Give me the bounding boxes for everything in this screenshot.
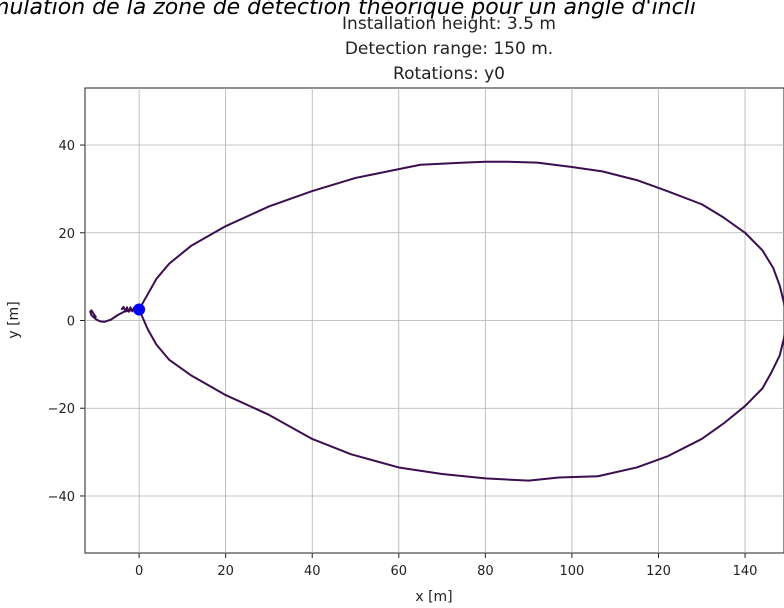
chart-title-line-1: Installation height: 3.5 m bbox=[342, 14, 556, 34]
tick-labels: 0 20 40 60 80 100 120 140 −40 −20 0 20 40 bbox=[48, 139, 758, 579]
y-tick-label: −40 bbox=[48, 490, 75, 505]
document-caption: s simulation de la zone de détection thé… bbox=[0, 0, 696, 20]
detection-zone-contour bbox=[138, 160, 784, 482]
x-tick-label: 20 bbox=[217, 564, 234, 579]
x-axis-label: x [m] bbox=[415, 589, 452, 605]
x-tick-label: 60 bbox=[391, 564, 408, 579]
x-tick-label: 80 bbox=[477, 564, 494, 579]
x-tick-label: 100 bbox=[560, 564, 585, 579]
x-tick-label: 40 bbox=[304, 564, 321, 579]
origin-marker-layer bbox=[133, 303, 146, 316]
series-lines bbox=[89, 160, 784, 482]
y-tick-label: −20 bbox=[48, 402, 75, 417]
y-axis-label: y [m] bbox=[6, 301, 22, 338]
y-tick-label: 40 bbox=[58, 139, 75, 154]
origin-artifact-line bbox=[89, 308, 141, 323]
y-tick-label: 20 bbox=[58, 227, 75, 242]
y-tick-label: 0 bbox=[67, 315, 75, 330]
x-tick-label: 140 bbox=[733, 564, 758, 579]
chart-title-line-3: Rotations: y0 bbox=[393, 64, 505, 84]
tick-marks bbox=[80, 144, 746, 558]
grid bbox=[85, 88, 784, 553]
x-tick-label: 120 bbox=[646, 564, 671, 579]
sensor-origin-marker bbox=[133, 303, 146, 316]
x-tick-label: 0 bbox=[135, 564, 143, 579]
chart-title-line-2: Detection range: 150 m. bbox=[345, 39, 553, 59]
